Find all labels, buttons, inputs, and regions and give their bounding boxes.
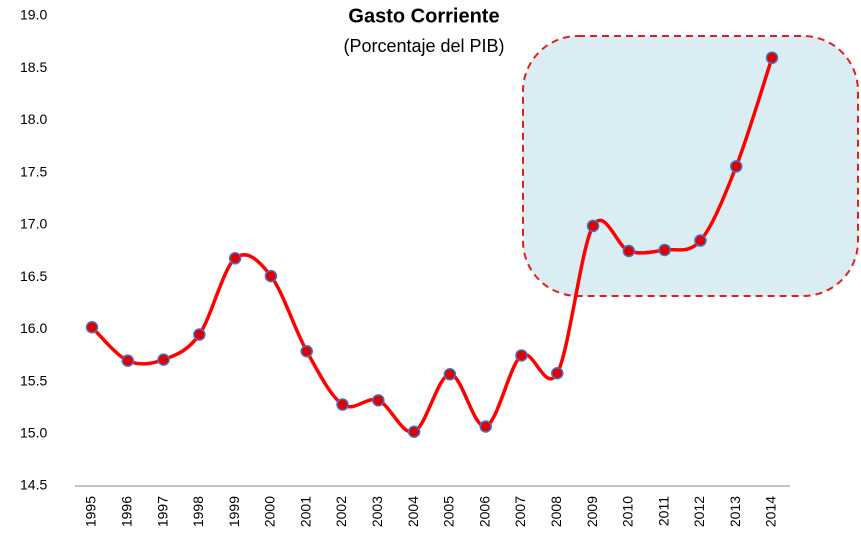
marker	[193, 328, 206, 341]
x-tick-label: 2012	[691, 496, 707, 527]
marker	[121, 354, 135, 367]
marker	[729, 160, 743, 173]
x-tick-label: 2005	[441, 496, 457, 527]
y-tick-label: 18.5	[20, 59, 47, 75]
marker	[336, 398, 349, 411]
y-tick-label: 18.0	[20, 111, 47, 127]
y-tick-label: 15.5	[20, 372, 47, 388]
marker	[658, 243, 671, 257]
y-tick-label: 16.0	[20, 320, 47, 336]
marker	[586, 219, 600, 233]
marker	[85, 320, 99, 334]
x-tick-label: 2001	[297, 496, 313, 527]
x-tick-label: 1995	[83, 496, 99, 527]
marker	[694, 234, 707, 247]
marker	[407, 425, 421, 438]
marker	[622, 244, 636, 258]
y-tick-label: 17.0	[20, 216, 47, 232]
marker	[765, 51, 779, 65]
x-tick-label: 2000	[262, 496, 278, 527]
x-tick-label: 2009	[584, 496, 600, 527]
x-tick-label: 2011	[655, 496, 671, 526]
x-tick-label: 2007	[512, 496, 528, 527]
marker	[264, 269, 278, 283]
marker	[300, 345, 313, 358]
x-tick-label: 1998	[190, 496, 206, 527]
x-tick-label: 1999	[226, 496, 242, 527]
marker	[479, 420, 492, 433]
y-tick-label: 17.5	[20, 163, 47, 179]
x-tick-label: 1996	[118, 496, 134, 527]
marker	[443, 367, 457, 381]
chart-title: Gasto Corriente	[348, 5, 499, 27]
chart-subtitle: (Porcentaje del PIB)	[343, 36, 504, 56]
marker	[551, 366, 564, 380]
x-tick-label: 2002	[333, 496, 349, 527]
marker	[157, 353, 170, 366]
y-tick-label: 15.0	[20, 424, 47, 440]
x-tick-label: 2008	[548, 496, 564, 527]
marker	[372, 394, 385, 407]
y-tick-label: 16.5	[20, 268, 47, 284]
x-tick-label: 2014	[763, 496, 779, 527]
marker	[228, 252, 242, 265]
x-tick-label: 1997	[154, 496, 170, 527]
x-tick-label: 2013	[727, 496, 743, 527]
x-tick-label: 2010	[620, 496, 636, 527]
x-tick-label: 2004	[405, 496, 421, 527]
x-tick-label: 2006	[476, 496, 492, 527]
y-tick-label: 19.0	[20, 7, 47, 23]
marker	[515, 349, 528, 362]
y-tick-label: 14.5	[20, 477, 47, 493]
x-tick-label: 2003	[369, 496, 385, 527]
highlight-box	[522, 35, 859, 297]
